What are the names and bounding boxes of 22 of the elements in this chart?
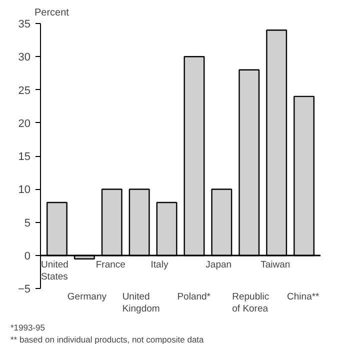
x-tick-label: France <box>96 260 126 271</box>
x-tick-label: China** <box>287 292 320 303</box>
y-tick-label: 15 <box>18 151 31 164</box>
x-tick-label: Republic of Korea <box>232 292 270 315</box>
y-tick-label: 25 <box>18 84 31 97</box>
x-tick-label: United Kingdom <box>122 292 160 315</box>
y-tick-label: 0 <box>24 250 31 263</box>
y-tick-label: 30 <box>18 52 31 64</box>
text: ** based on individual products, not composite data <box>10 334 204 344</box>
y-tick-label: −5 <box>18 284 31 296</box>
text: *1993-95 <box>10 322 46 332</box>
x-tick-label: Germany <box>67 292 107 303</box>
x-tick-label: Taiwan <box>260 260 290 271</box>
y-tick-label: 5 <box>24 217 31 230</box>
x-tick-label: Italy <box>150 260 168 271</box>
x-tick-label: United States <box>40 260 68 283</box>
y-tick-label: 35 <box>18 18 31 30</box>
x-tick-label: Japan <box>206 260 232 271</box>
y-axis-title: Percent <box>34 8 70 18</box>
y-tick-label: 10 <box>18 184 31 196</box>
y-tick-label: 20 <box>18 118 31 130</box>
x-tick-label: Poland* <box>177 292 211 303</box>
